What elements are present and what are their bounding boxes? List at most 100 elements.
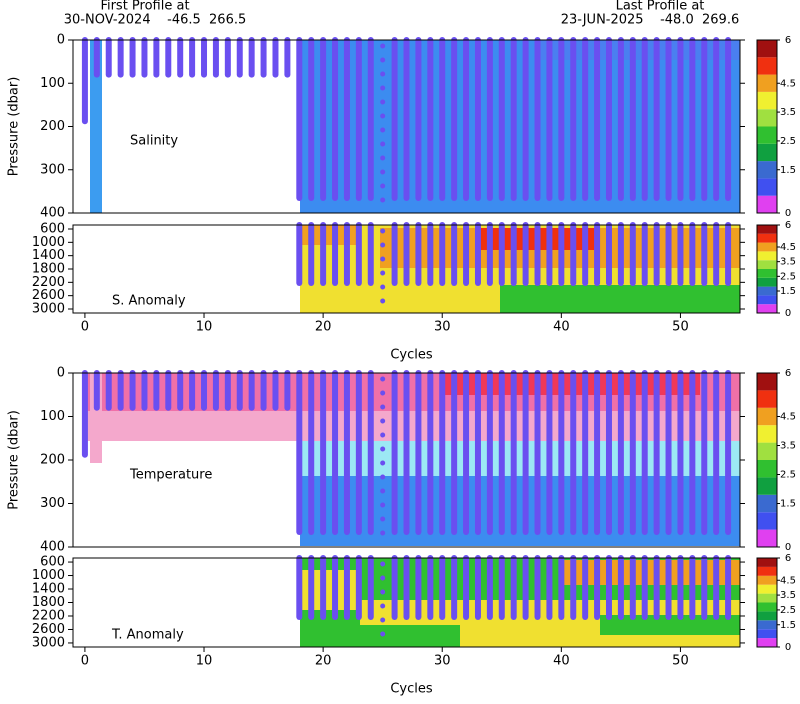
y-tick-label: 1800 bbox=[32, 262, 65, 277]
field-region bbox=[90, 40, 102, 213]
field-region bbox=[560, 560, 740, 585]
profile-dot bbox=[380, 446, 386, 452]
colorbar-band bbox=[757, 512, 777, 530]
profile-dot bbox=[380, 113, 386, 119]
profile-dot bbox=[380, 502, 386, 508]
y-tick-label: 0 bbox=[57, 366, 65, 381]
colorbar-label: 0 bbox=[785, 308, 791, 319]
profile-dot bbox=[380, 71, 386, 77]
profile-dot bbox=[380, 155, 386, 161]
panel-label: T. Anomaly bbox=[111, 628, 184, 643]
colorbar-label: 1.5 bbox=[780, 286, 796, 297]
profile-dot bbox=[380, 530, 386, 536]
colorbar-band bbox=[757, 277, 777, 287]
colorbar-band bbox=[757, 251, 777, 261]
colorbar-band bbox=[757, 602, 777, 612]
colorbar-frame bbox=[756, 39, 778, 214]
y-tick-label: 200 bbox=[40, 453, 65, 468]
y-tick-label: 1400 bbox=[32, 582, 65, 597]
colorbar-band bbox=[757, 611, 777, 621]
colorbar-band bbox=[757, 242, 777, 252]
colorbar-band bbox=[757, 126, 777, 144]
colorbar-band bbox=[757, 40, 777, 58]
colorbar-band bbox=[757, 286, 777, 296]
profile-dot bbox=[380, 141, 386, 147]
colorbar-band bbox=[757, 442, 777, 460]
y-tick-label: 300 bbox=[40, 496, 65, 511]
x-axis-label: Cycles bbox=[390, 348, 433, 363]
profile-dot bbox=[380, 284, 386, 290]
colorbar-frame bbox=[756, 557, 778, 648]
x-tick-label: 0 bbox=[81, 320, 89, 335]
y-axis-label: Pressure (dbar) bbox=[7, 410, 22, 510]
x-tick-label: 50 bbox=[672, 320, 689, 335]
profile-dot bbox=[380, 376, 386, 382]
y-tick-label: 2200 bbox=[32, 275, 65, 290]
field-region bbox=[540, 40, 740, 60]
y-tick-label: 100 bbox=[40, 76, 65, 91]
colorbar-label: 1.5 bbox=[780, 165, 796, 176]
colorbar-frame bbox=[756, 224, 778, 314]
last-label: Last Profile at bbox=[616, 0, 705, 14]
field-region bbox=[360, 300, 440, 313]
first-info: 30-NOV-2024 -46.5 266.5 bbox=[64, 13, 247, 28]
y-tick-label: 300 bbox=[40, 162, 65, 177]
profile-dot bbox=[380, 474, 386, 480]
profile-dot bbox=[380, 99, 386, 105]
profile-dot bbox=[380, 390, 386, 396]
colorbar-band bbox=[757, 407, 777, 426]
y-tick-label: 1000 bbox=[32, 568, 65, 583]
profile-dot bbox=[380, 432, 386, 438]
colorbar-band bbox=[757, 225, 777, 234]
profile-dot bbox=[380, 516, 386, 522]
colorbar-band bbox=[757, 425, 777, 443]
colorbar-band bbox=[757, 195, 777, 213]
profile-dot bbox=[380, 228, 386, 234]
colorbar-band bbox=[757, 584, 777, 594]
x-axis-label: Cycles bbox=[390, 682, 433, 697]
y-tick-label: 1000 bbox=[32, 235, 65, 250]
colorbar-label: 6 bbox=[785, 368, 791, 379]
field-region bbox=[360, 625, 460, 647]
y-tick-label: 3000 bbox=[32, 635, 65, 650]
field-region bbox=[300, 441, 740, 476]
profile-dot bbox=[380, 57, 386, 63]
y-tick-label: 2200 bbox=[32, 608, 65, 623]
colorbar-label: 3.5 bbox=[780, 590, 796, 601]
colorbar-label: 3.5 bbox=[780, 257, 796, 268]
profile-dot bbox=[380, 270, 386, 276]
colorbar-band bbox=[757, 161, 777, 179]
profile-dot bbox=[380, 418, 386, 424]
y-tick-label: 600 bbox=[40, 222, 65, 237]
colorbar-band bbox=[757, 460, 777, 478]
x-tick-label: 40 bbox=[553, 654, 570, 669]
colorbar-label: 2.5 bbox=[780, 605, 796, 616]
x-tick-label: 10 bbox=[196, 320, 213, 335]
y-axis-label: Pressure (dbar) bbox=[7, 77, 22, 177]
y-tick-label: 2600 bbox=[32, 288, 65, 303]
colorbar-band bbox=[757, 143, 777, 162]
field-region bbox=[300, 40, 740, 213]
colorbar-band bbox=[757, 494, 777, 513]
colorbar-band bbox=[757, 233, 777, 243]
y-tick-label: 0 bbox=[57, 33, 65, 48]
colorbar-label: 3.5 bbox=[780, 107, 796, 118]
profile-dot bbox=[380, 404, 386, 410]
profile-dot bbox=[380, 561, 386, 567]
x-tick-label: 10 bbox=[196, 654, 213, 669]
panel-label: Temperature bbox=[129, 467, 212, 482]
first-label: First Profile at bbox=[100, 0, 189, 14]
profile-dot bbox=[380, 256, 386, 262]
x-tick-label: 0 bbox=[81, 654, 89, 669]
colorbar-band bbox=[757, 593, 777, 603]
colorbar-label: 2.5 bbox=[780, 470, 796, 481]
colorbar-band bbox=[757, 74, 777, 92]
x-tick-label: 50 bbox=[672, 654, 689, 669]
colorbar-band bbox=[757, 529, 777, 547]
field-region bbox=[600, 615, 740, 635]
x-tick-label: 40 bbox=[553, 320, 570, 335]
colorbar-band bbox=[757, 304, 777, 313]
colorbar-band bbox=[757, 109, 777, 127]
colorbar-band bbox=[757, 91, 777, 110]
profile-dot bbox=[380, 460, 386, 466]
